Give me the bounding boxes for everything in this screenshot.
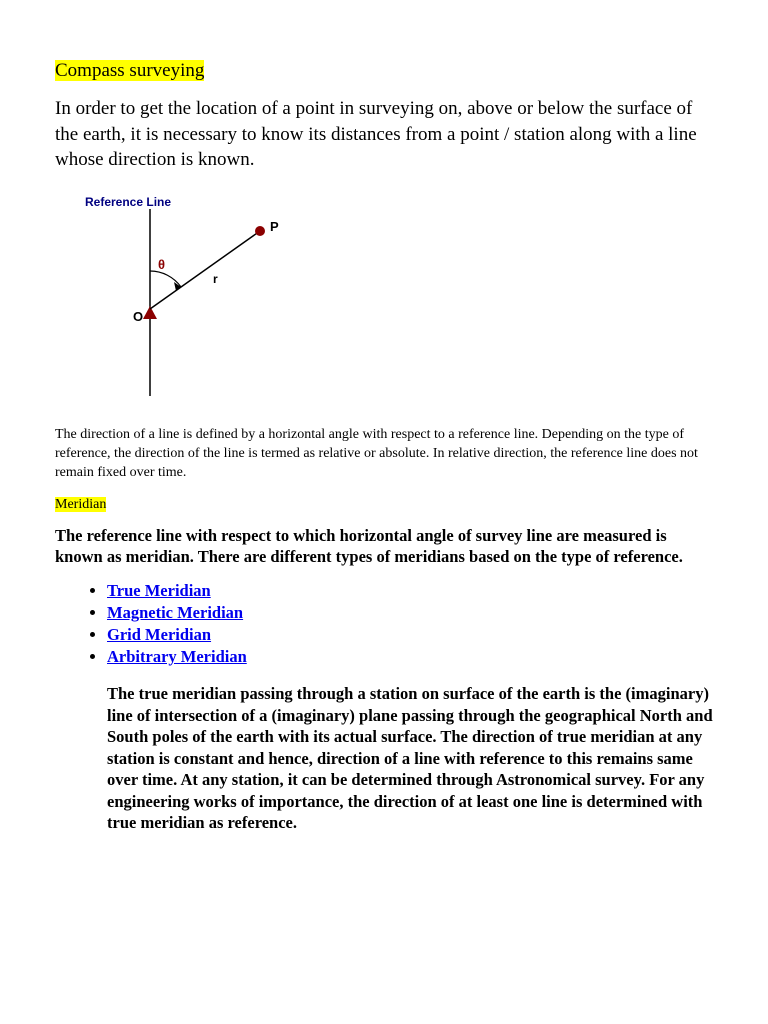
intro-paragraph: In order to get the location of a point …	[55, 96, 713, 173]
page-title: Compass surveying	[55, 60, 713, 82]
true-meridian-link[interactable]: True Meridian	[107, 581, 211, 600]
grid-meridian-link[interactable]: Grid Meridian	[107, 625, 211, 644]
meridian-types-list: True Meridian Magnetic Meridian Grid Mer…	[85, 581, 713, 667]
radius-label: r	[213, 272, 218, 286]
list-item: Magnetic Meridian	[107, 603, 713, 623]
meridian-definition: The reference line with respect to which…	[55, 525, 713, 568]
point-p-label: P	[270, 219, 279, 234]
title-text: Compass surveying	[55, 60, 204, 81]
origin-label: O	[133, 309, 143, 324]
list-item: True Meridian	[107, 581, 713, 601]
line-op	[150, 231, 260, 309]
magnetic-meridian-link[interactable]: Magnetic Meridian	[107, 603, 243, 622]
arbitrary-meridian-link[interactable]: Arbitrary Meridian	[107, 647, 247, 666]
reference-line-diagram: Reference Line O P θ r	[75, 191, 713, 406]
meridian-heading: Meridian	[55, 497, 713, 513]
list-item: Grid Meridian	[107, 625, 713, 645]
origin-triangle	[143, 306, 157, 319]
ref-line-label: Reference Line	[85, 195, 171, 209]
point-p	[255, 226, 265, 236]
list-item: Arbitrary Meridian	[107, 647, 713, 667]
diagram-caption: The direction of a line is defined by a …	[55, 426, 713, 483]
true-meridian-paragraph: The true meridian passing through a stat…	[107, 683, 713, 833]
meridian-label: Meridian	[55, 497, 106, 512]
theta-label: θ	[158, 257, 165, 272]
